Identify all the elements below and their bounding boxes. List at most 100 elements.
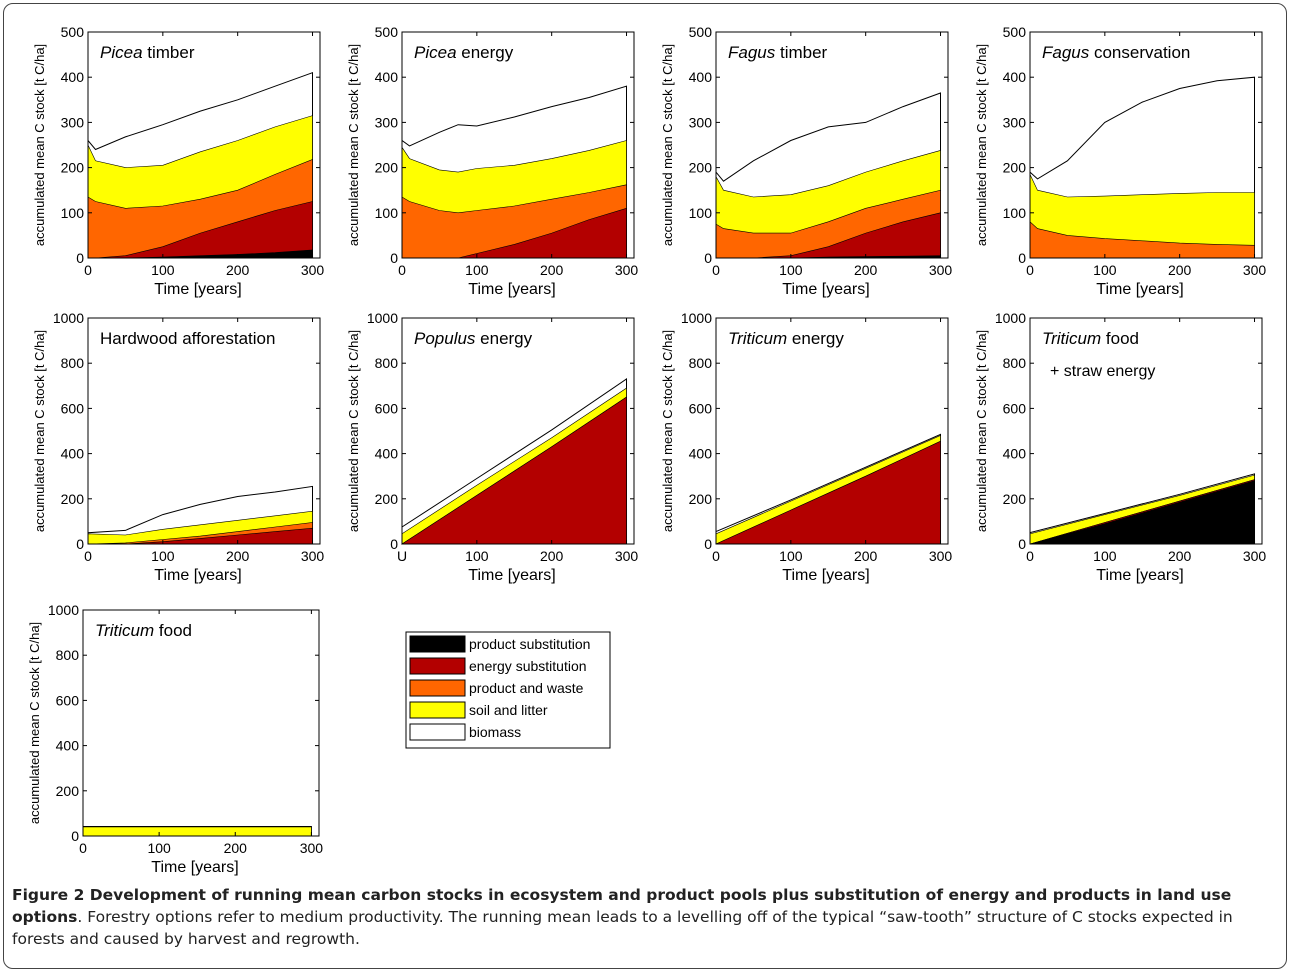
- x-axis-label: Time [years]: [782, 281, 869, 298]
- chart-panel-7: 0 100 200 300 0 200 400 600 800 1000 Time [years] a…: [660, 310, 952, 584]
- y-axis-label: accumulated mean C stock [t C/ha]: [346, 330, 361, 532]
- y-tick-label: 200: [689, 491, 713, 507]
- legend-label: product and waste: [469, 680, 584, 696]
- y-tick-label: 400: [689, 69, 713, 85]
- y-tick-label: 500: [375, 24, 399, 40]
- charts-canvas: 0 100 200 300 0 100 200 300 400 500 Time [years] ac…: [27, 24, 1266, 876]
- x-tick-label: 0: [712, 262, 720, 278]
- chart-panel-1: 0 100 200 300 0 100 200 300 400 500 Time [years] ac…: [32, 24, 324, 298]
- x-tick-label: 0: [712, 548, 720, 564]
- y-tick-label: 0: [390, 250, 398, 266]
- y-axis-label: accumulated mean C stock [t C/ha]: [660, 44, 675, 246]
- x-tick-label: 0: [1026, 262, 1034, 278]
- panel-title: Fagus timber: [728, 43, 828, 62]
- y-tick-label: 0: [71, 828, 79, 844]
- x-tick-label: 300: [615, 262, 639, 278]
- x-tick-label: 0: [84, 548, 92, 564]
- y-tick-label: 1000: [48, 602, 79, 618]
- x-tick-label: 100: [1093, 262, 1117, 278]
- y-tick-label: 200: [1003, 491, 1027, 507]
- legend-swatch-soil-and-litter: [409, 701, 466, 719]
- y-tick-label: 0: [76, 250, 84, 266]
- y-tick-label: 0: [1018, 250, 1026, 266]
- y-tick-label: 0: [1018, 536, 1026, 552]
- area-product-and-waste: [1029, 221, 1255, 259]
- x-tick-label: 100: [779, 548, 803, 564]
- y-tick-label: 400: [1003, 69, 1027, 85]
- x-tick-label: 300: [301, 548, 325, 564]
- y-tick-label: 100: [1003, 205, 1027, 221]
- x-tick-label: 0: [398, 262, 406, 278]
- y-tick-label: 400: [1003, 446, 1027, 462]
- caption-title: Figure 2 Development of running mean car…: [12, 886, 1232, 926]
- x-tick-label: 300: [301, 262, 325, 278]
- panel-title: Hardwood afforestation: [100, 329, 275, 348]
- chart-panel-8: 0 100 200 300 0 200 400 600 800 1000 Time [years] a…: [974, 310, 1266, 584]
- y-tick-label: 200: [61, 491, 85, 507]
- x-tick-label: 300: [615, 548, 639, 564]
- y-axis-label: accumulated mean C stock [t C/ha]: [27, 622, 42, 824]
- legend-swatch-product-substitution: [409, 635, 466, 653]
- y-tick-label: 300: [689, 114, 713, 130]
- x-tick-label: 300: [1243, 262, 1267, 278]
- y-tick-label: 400: [61, 69, 85, 85]
- x-tick-label: 300: [1243, 548, 1267, 564]
- panel-title: Picea timber: [100, 43, 195, 62]
- chart-panel-5: 0 100 200 300 0 200 400 600 800 1000 Time [years] a…: [32, 310, 324, 584]
- y-tick-label: 400: [375, 446, 399, 462]
- x-axis-label: Time [years]: [468, 281, 555, 298]
- y-tick-label: 400: [56, 738, 80, 754]
- y-tick-label: 0: [704, 250, 712, 266]
- area-energy-substitution: [88, 527, 313, 545]
- y-axis-label: accumulated mean C stock [t C/ha]: [32, 330, 47, 532]
- x-tick-label: 100: [147, 840, 171, 856]
- panel-title: Triticum food: [95, 621, 192, 640]
- panel-title: Fagus conservation: [1042, 43, 1190, 62]
- x-tick-label: 0: [79, 840, 87, 856]
- x-axis-label: Time [years]: [782, 567, 869, 584]
- x-tick-label: 0: [84, 262, 92, 278]
- x-tick-label: 200: [224, 840, 248, 856]
- chart-panel-4: 0 100 200 300 0 100 200 300 400 500 Time [years] ac…: [974, 24, 1266, 298]
- legend: product substitution energy substitution p…: [405, 631, 611, 749]
- chart-panel-6: U 100 200 300 0 200 400 600 800 1000 Time [years] a…: [346, 310, 638, 584]
- axes-box: [401, 31, 635, 259]
- panel-title: Picea energy: [414, 43, 514, 62]
- y-tick-label: 100: [689, 205, 713, 221]
- y-axis-label: accumulated mean C stock [t C/ha]: [660, 330, 675, 532]
- y-tick-label: 1000: [53, 310, 84, 326]
- y-tick-label: 600: [689, 400, 713, 416]
- x-tick-label: 100: [465, 262, 489, 278]
- panel-title: Populus energy: [414, 329, 533, 348]
- y-tick-label: 1000: [995, 310, 1026, 326]
- x-axis-label: Time [years]: [1096, 567, 1183, 584]
- panel-subtitle: + straw energy: [1050, 363, 1155, 380]
- y-tick-label: 800: [689, 355, 713, 371]
- x-tick-label: 200: [540, 548, 564, 564]
- x-tick-label: 200: [854, 548, 878, 564]
- y-tick-label: 0: [704, 536, 712, 552]
- y-tick-label: 0: [390, 536, 398, 552]
- y-tick-label: 600: [61, 400, 85, 416]
- x-tick-label: 200: [854, 262, 878, 278]
- y-tick-label: 500: [61, 24, 85, 40]
- y-tick-label: 1000: [681, 310, 712, 326]
- x-tick-label: 300: [300, 840, 324, 856]
- y-tick-label: 300: [375, 114, 399, 130]
- axes-box: [401, 317, 635, 545]
- x-tick-label: 100: [1093, 548, 1117, 564]
- panel-title: Triticum energy: [728, 329, 844, 348]
- y-tick-label: 600: [56, 692, 80, 708]
- y-tick-label: 400: [689, 446, 713, 462]
- x-tick-label: 300: [929, 262, 953, 278]
- legend-label: energy substitution: [469, 658, 587, 674]
- x-tick-label: 100: [465, 548, 489, 564]
- y-tick-label: 200: [375, 491, 399, 507]
- x-axis-label: Time [years]: [154, 567, 241, 584]
- x-tick-label: 100: [151, 262, 175, 278]
- y-tick-label: 0: [76, 536, 84, 552]
- y-tick-label: 800: [1003, 355, 1027, 371]
- x-tick-label: 200: [1168, 262, 1192, 278]
- y-tick-label: 800: [61, 355, 85, 371]
